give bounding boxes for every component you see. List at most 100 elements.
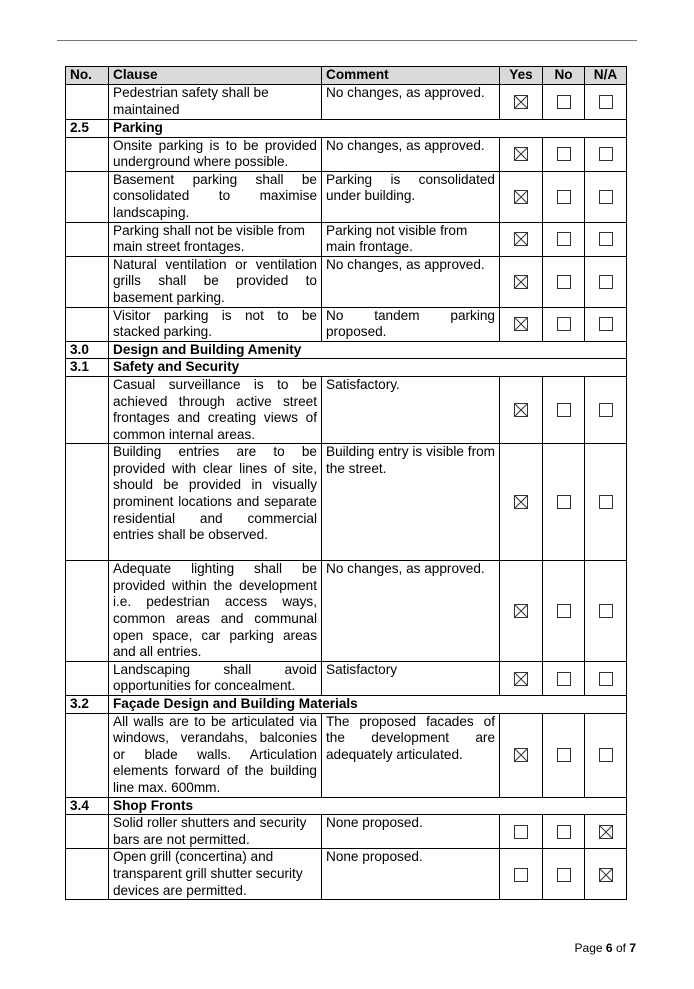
no-checkbox-cell[interactable] [542, 306, 585, 342]
yes-checkbox-cell[interactable] [499, 255, 543, 308]
no-checkbox-cell[interactable] [542, 221, 585, 257]
clause-text: Solid roller shutters and security bars … [108, 814, 322, 850]
yes-checkbox-cell[interactable] [499, 814, 543, 850]
checked-checkbox-icon[interactable] [598, 866, 613, 882]
unchecked-checkbox-icon[interactable] [598, 188, 613, 204]
yes-checkbox-cell[interactable] [499, 848, 543, 901]
comment-text: Satisfactory [321, 660, 500, 697]
na-checkbox-cell[interactable] [584, 375, 627, 445]
clause-text: Adequate lighting shall be provided with… [108, 560, 322, 662]
na-checkbox-cell[interactable] [584, 221, 627, 257]
checked-checkbox-icon[interactable] [514, 670, 528, 686]
unchecked-checkbox-icon[interactable] [556, 94, 571, 110]
section-title: Design and Building Amenity [108, 340, 627, 360]
na-checkbox-cell[interactable] [584, 660, 627, 697]
checked-checkbox-icon[interactable] [514, 188, 528, 204]
unchecked-checkbox-icon[interactable] [556, 316, 571, 332]
unchecked-checkbox-icon[interactable] [556, 273, 571, 289]
no-checkbox-cell[interactable] [542, 375, 585, 445]
item-number [65, 306, 109, 342]
checked-checkbox-icon[interactable] [514, 146, 528, 162]
na-checkbox-cell[interactable] [584, 84, 627, 120]
checked-checkbox-icon[interactable] [514, 316, 528, 332]
no-checkbox-cell[interactable] [542, 848, 585, 901]
unchecked-checkbox-icon[interactable] [598, 146, 613, 162]
unchecked-checkbox-icon[interactable] [598, 231, 613, 247]
no-checkbox-cell[interactable] [542, 255, 585, 308]
unchecked-checkbox-icon[interactable] [556, 866, 571, 882]
comment-text: The proposed facades of the development … [321, 712, 500, 798]
clause-row: Pedestrian safety shall be maintained No … [65, 84, 627, 120]
na-checkbox-cell[interactable] [584, 560, 627, 662]
unchecked-checkbox-icon[interactable] [598, 670, 613, 686]
comment-text: No changes, as approved. [321, 84, 500, 120]
yes-checkbox-cell[interactable] [499, 136, 543, 172]
na-checkbox-cell[interactable] [584, 814, 627, 850]
section-number: 3.1 [65, 358, 109, 377]
unchecked-checkbox-icon[interactable] [598, 603, 613, 619]
checked-checkbox-icon[interactable] [514, 747, 528, 763]
unchecked-checkbox-icon[interactable] [598, 316, 613, 332]
checked-checkbox-icon[interactable] [514, 231, 528, 247]
yes-checkbox-cell[interactable] [499, 375, 543, 445]
unchecked-checkbox-icon[interactable] [598, 402, 613, 418]
checked-checkbox-icon[interactable] [514, 603, 528, 619]
no-checkbox-cell[interactable] [542, 660, 585, 697]
current-page: 6 [605, 941, 613, 955]
na-checkbox-cell[interactable] [584, 712, 627, 798]
no-checkbox-cell[interactable] [542, 170, 585, 223]
checked-checkbox-icon[interactable] [514, 94, 528, 110]
unchecked-checkbox-icon[interactable] [514, 866, 528, 882]
unchecked-checkbox-icon[interactable] [556, 824, 571, 839]
checked-checkbox-icon[interactable] [598, 824, 613, 839]
yes-checkbox-cell[interactable] [499, 660, 543, 697]
na-checkbox-cell[interactable] [584, 136, 627, 172]
section-title: Parking [108, 119, 627, 138]
na-checkbox-cell[interactable] [584, 443, 627, 562]
header-no: No. [65, 66, 109, 85]
unchecked-checkbox-icon[interactable] [598, 273, 613, 289]
yes-checkbox-cell[interactable] [499, 712, 543, 798]
checked-checkbox-icon[interactable] [514, 494, 528, 510]
unchecked-checkbox-icon[interactable] [556, 188, 571, 204]
section-row: 3.2 Façade Design and Building Materials [65, 695, 627, 714]
section-number: 3.0 [65, 340, 109, 360]
yes-checkbox-cell[interactable] [499, 443, 543, 562]
na-checkbox-cell[interactable] [584, 848, 627, 901]
item-number [65, 560, 109, 662]
unchecked-checkbox-icon[interactable] [556, 670, 571, 686]
item-number [65, 660, 109, 697]
no-checkbox-cell[interactable] [542, 560, 585, 662]
item-number [65, 221, 109, 257]
na-checkbox-cell[interactable] [584, 306, 627, 342]
no-checkbox-cell[interactable] [542, 814, 585, 850]
no-checkbox-cell[interactable] [542, 712, 585, 798]
checked-checkbox-icon[interactable] [514, 273, 528, 289]
unchecked-checkbox-icon[interactable] [556, 603, 571, 619]
yes-checkbox-cell[interactable] [499, 306, 543, 342]
unchecked-checkbox-icon[interactable] [598, 94, 613, 110]
unchecked-checkbox-icon[interactable] [556, 146, 571, 162]
clause-text: Building entries are to be provided with… [108, 443, 322, 562]
yes-checkbox-cell[interactable] [499, 221, 543, 257]
clause-row: Landscaping shall avoid opportunities fo… [65, 660, 627, 697]
checked-checkbox-icon[interactable] [514, 402, 528, 418]
unchecked-checkbox-icon[interactable] [598, 494, 613, 510]
unchecked-checkbox-icon[interactable] [556, 747, 571, 763]
unchecked-checkbox-icon[interactable] [556, 494, 571, 510]
yes-checkbox-cell[interactable] [499, 170, 543, 223]
no-checkbox-cell[interactable] [542, 136, 585, 172]
no-checkbox-cell[interactable] [542, 84, 585, 120]
na-checkbox-cell[interactable] [584, 170, 627, 223]
na-checkbox-cell[interactable] [584, 255, 627, 308]
clause-row: Parking shall not be visible from main s… [65, 221, 627, 257]
yes-checkbox-cell[interactable] [499, 84, 543, 120]
unchecked-checkbox-icon[interactable] [514, 824, 528, 839]
unchecked-checkbox-icon[interactable] [598, 747, 613, 763]
unchecked-checkbox-icon[interactable] [556, 402, 571, 418]
item-number [65, 848, 109, 901]
unchecked-checkbox-icon[interactable] [556, 231, 571, 247]
no-checkbox-cell[interactable] [542, 443, 585, 562]
item-number [65, 443, 109, 562]
yes-checkbox-cell[interactable] [499, 560, 543, 662]
